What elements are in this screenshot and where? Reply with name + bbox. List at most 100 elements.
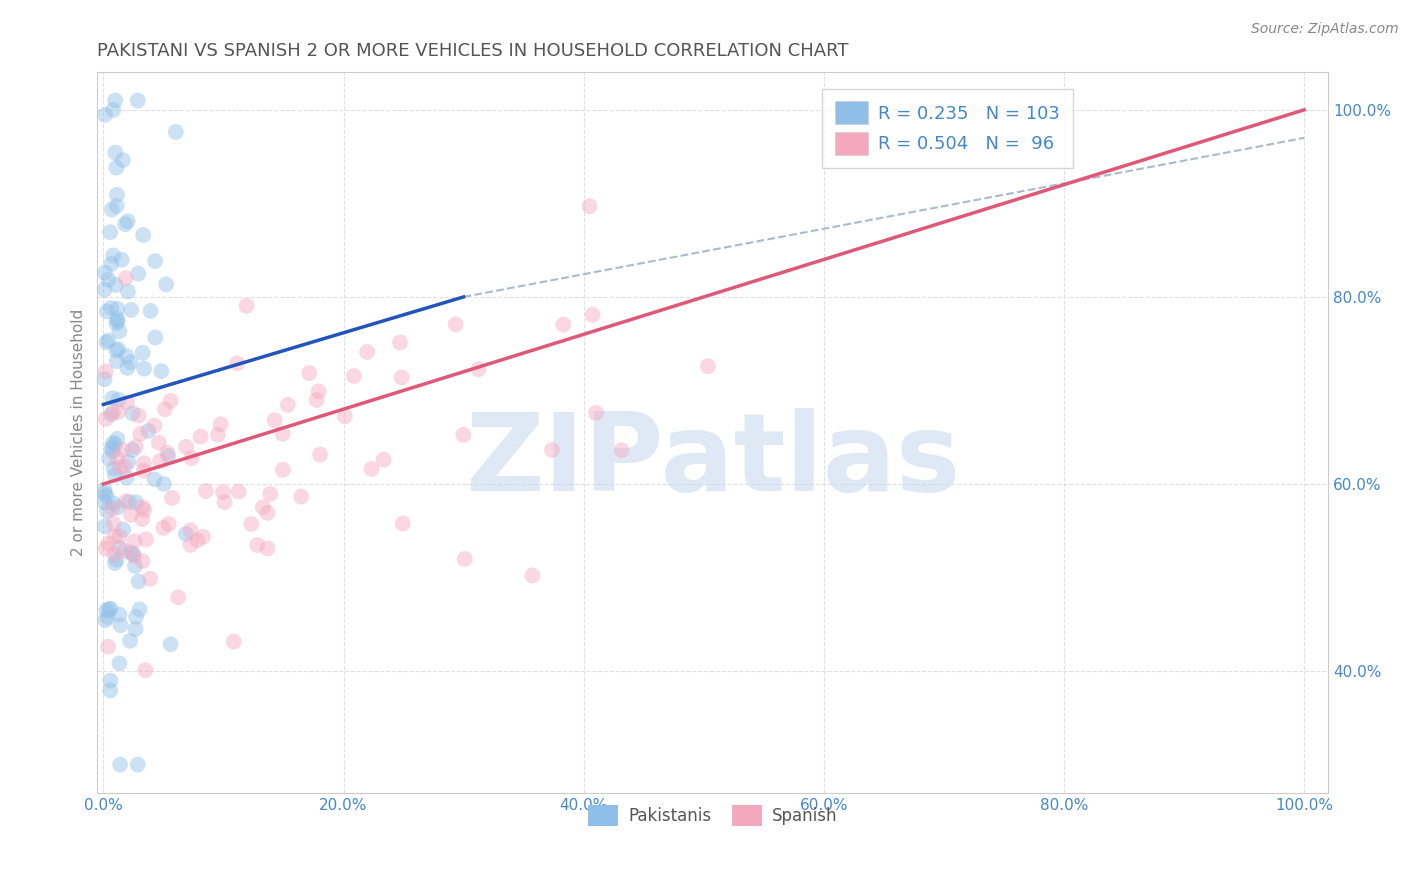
- Point: [93, 483, 115, 497]
- Point: [122, 549, 145, 563]
- Point: [271, 426, 294, 441]
- Point: [108, 607, 131, 622]
- Point: [235, 299, 257, 313]
- Point: [107, 343, 129, 357]
- Point: [97, 273, 120, 287]
- Point: [94, 486, 117, 500]
- Point: [308, 384, 330, 399]
- Point: [105, 161, 128, 175]
- Point: [360, 462, 382, 476]
- Point: [112, 523, 135, 537]
- Point: [167, 591, 190, 605]
- Point: [343, 369, 366, 384]
- Point: [110, 618, 132, 632]
- Point: [97, 536, 120, 550]
- Point: [104, 556, 127, 570]
- Point: [127, 267, 149, 281]
- Text: PAKISTANI VS SPANISH 2 OR MORE VEHICLES IN HOUSEHOLD CORRELATION CHART: PAKISTANI VS SPANISH 2 OR MORE VEHICLES …: [97, 42, 849, 60]
- Point: [94, 613, 117, 627]
- Point: [108, 324, 131, 338]
- Point: [585, 406, 607, 420]
- Point: [290, 490, 312, 504]
- Point: [105, 311, 128, 326]
- Point: [105, 199, 128, 213]
- Point: [103, 496, 125, 510]
- Point: [107, 500, 129, 515]
- Point: [115, 471, 138, 485]
- Legend: Pakistanis, Spanish: Pakistanis, Spanish: [581, 797, 845, 835]
- Point: [93, 495, 115, 509]
- Point: [98, 225, 121, 239]
- Point: [153, 477, 176, 491]
- Point: [124, 558, 146, 573]
- Point: [94, 519, 117, 533]
- Point: [191, 530, 214, 544]
- Point: [114, 543, 136, 558]
- Point: [120, 508, 142, 522]
- Point: [150, 364, 173, 378]
- Point: [108, 541, 131, 555]
- Point: [93, 283, 115, 297]
- Point: [108, 657, 131, 671]
- Point: [134, 663, 156, 677]
- Point: [132, 464, 155, 478]
- Point: [103, 248, 125, 262]
- Point: [134, 503, 156, 517]
- Point: [94, 108, 117, 122]
- Point: [298, 366, 321, 380]
- Point: [157, 449, 180, 463]
- Point: [120, 302, 142, 317]
- Point: [252, 500, 274, 515]
- Point: [240, 516, 263, 531]
- Point: [444, 318, 467, 332]
- Point: [194, 483, 217, 498]
- Point: [101, 202, 124, 217]
- Point: [143, 330, 166, 344]
- Point: [125, 609, 148, 624]
- Point: [160, 491, 183, 505]
- Point: [143, 418, 166, 433]
- Point: [610, 443, 633, 458]
- Point: [98, 602, 121, 616]
- Point: [100, 407, 122, 421]
- Point: [104, 468, 127, 483]
- Point: [131, 554, 153, 568]
- Point: [122, 547, 145, 561]
- Point: [277, 398, 299, 412]
- Point: [105, 450, 128, 465]
- Point: [117, 360, 139, 375]
- Point: [212, 485, 235, 500]
- Point: [107, 314, 129, 328]
- Point: [132, 227, 155, 242]
- Point: [165, 125, 187, 139]
- Point: [124, 622, 146, 636]
- Point: [132, 456, 155, 470]
- Text: ZIPatlas: ZIPatlas: [465, 409, 960, 515]
- Point: [104, 94, 127, 108]
- Point: [120, 633, 142, 648]
- Point: [121, 442, 143, 457]
- Point: [124, 534, 146, 549]
- Point: [127, 94, 149, 108]
- Point: [214, 495, 236, 509]
- Point: [696, 359, 718, 374]
- Point: [454, 552, 477, 566]
- Point: [94, 364, 117, 378]
- Point: [222, 634, 245, 648]
- Point: [139, 572, 162, 586]
- Point: [128, 574, 150, 589]
- Point: [105, 552, 128, 566]
- Point: [114, 271, 136, 285]
- Point: [180, 451, 202, 466]
- Point: [101, 391, 124, 405]
- Point: [391, 370, 413, 384]
- Point: [256, 506, 278, 520]
- Point: [127, 757, 149, 772]
- Point: [143, 472, 166, 486]
- Point: [389, 335, 412, 350]
- Point: [104, 277, 127, 292]
- Point: [104, 437, 127, 451]
- Point: [120, 546, 142, 560]
- Point: [101, 405, 124, 419]
- Point: [125, 440, 148, 454]
